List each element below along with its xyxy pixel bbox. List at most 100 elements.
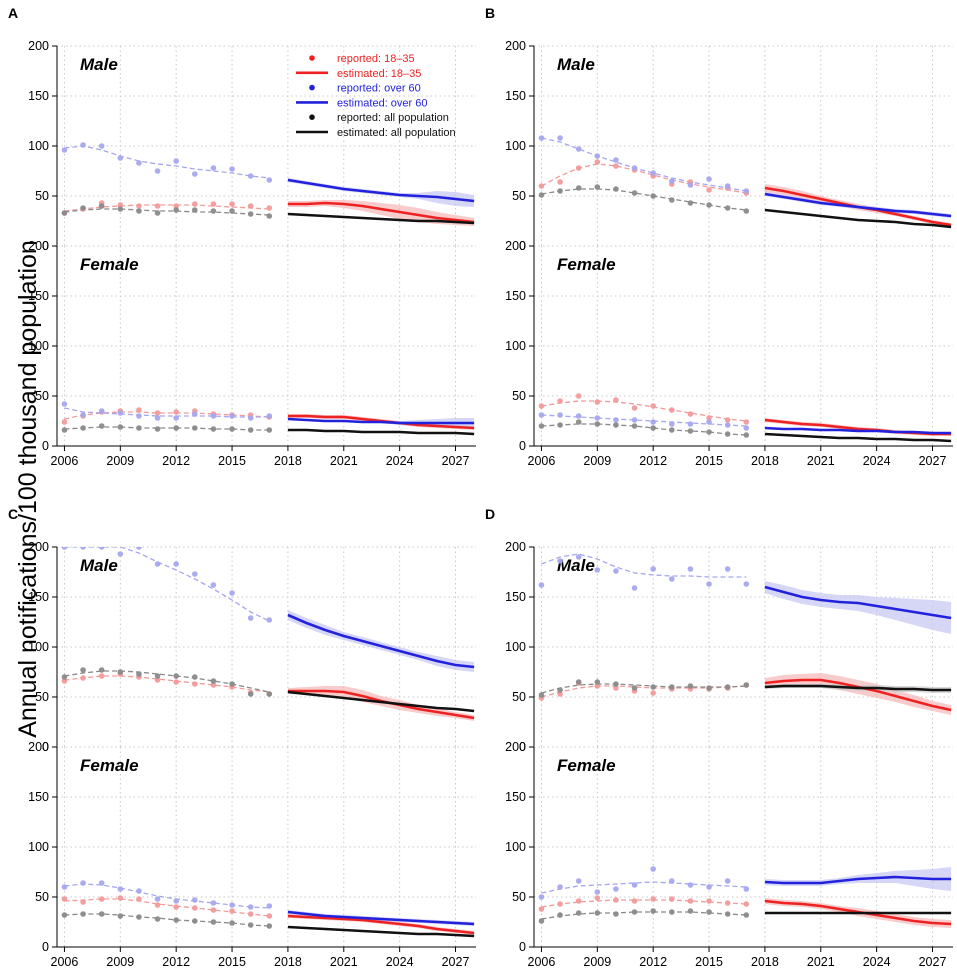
point-all [173, 673, 179, 679]
point-all [631, 685, 638, 691]
point-old [575, 146, 582, 152]
point-all [631, 190, 638, 196]
point-old [229, 590, 235, 596]
point-all [575, 910, 582, 916]
subplot-title: Female [557, 756, 616, 775]
point-young [613, 397, 619, 403]
trend-line-young [64, 411, 270, 420]
point-old [192, 411, 198, 417]
estimate-line-old [764, 426, 952, 435]
subplot-female: 0 50 100 150 200 Female 2006 2009 2012 2015 2018 20… [28, 239, 476, 468]
subplot-female: 0 50 100 150 200 Female 2006 2009 2012 2015 2018 20… [505, 239, 953, 468]
point-all [538, 692, 545, 698]
point-all [706, 909, 712, 915]
x-tick-label: 2006 [528, 454, 556, 468]
trend-line-young [64, 898, 270, 917]
point-old [538, 582, 545, 588]
point-young [117, 202, 124, 208]
point-young [687, 898, 694, 904]
point-old [61, 547, 68, 550]
subplot-title: Male [80, 55, 118, 74]
point-all [650, 684, 656, 690]
y-tick-label: 200 [505, 239, 526, 253]
point-old [538, 894, 545, 900]
x-tick-label: 2012 [639, 454, 667, 468]
plot-area [61, 142, 475, 226]
legend-label: estimated: over 60 [337, 97, 428, 109]
point-all [266, 691, 273, 697]
trend-line-young [64, 204, 270, 212]
band-young [287, 686, 475, 721]
point-all [192, 918, 198, 924]
subplot-female: 0 50 100 150 200 Female 2006 2009 2012 2015 2018 20… [505, 740, 953, 969]
y-tick-label: 150 [505, 590, 526, 604]
point-all [136, 208, 142, 214]
point-old [247, 173, 254, 179]
point-young [136, 407, 142, 413]
trend-line-young [541, 899, 747, 908]
point-old [613, 568, 619, 574]
point-old [210, 165, 217, 171]
x-tick-label: 2006 [528, 955, 556, 969]
point-old [594, 153, 601, 159]
point-old [266, 617, 273, 623]
x-tick-label: 2018 [751, 955, 779, 969]
point-young [557, 901, 563, 907]
y-tick-label: 150 [505, 790, 526, 804]
point-all [247, 427, 254, 433]
point-young [247, 203, 254, 209]
point-all [594, 184, 601, 190]
y-tick-label: 200 [28, 540, 49, 554]
point-young [557, 398, 563, 404]
x-tick-label: 2015 [218, 955, 246, 969]
point-old [631, 165, 638, 171]
point-old [724, 566, 731, 572]
point-all [136, 425, 142, 431]
point-old [743, 425, 750, 431]
point-young [210, 907, 217, 913]
point-all [80, 205, 86, 211]
point-old [650, 566, 656, 572]
x-tick-label: 2012 [162, 454, 190, 468]
point-young [650, 403, 656, 409]
point-all [557, 422, 563, 428]
point-all [706, 685, 712, 691]
point-all [687, 683, 694, 689]
point-all [594, 421, 601, 427]
point-old [724, 183, 731, 189]
point-all [266, 213, 273, 219]
point-old [154, 896, 161, 902]
point-old [192, 171, 198, 177]
point-all [117, 424, 124, 430]
y-tick-label: 150 [28, 790, 49, 804]
trend-line-young [541, 685, 747, 698]
point-old [117, 551, 124, 557]
y-tick-label: 50 [512, 690, 526, 704]
point-old [594, 889, 601, 895]
legend-label: reported: all population [337, 112, 449, 124]
band-old [764, 581, 952, 634]
point-old [210, 900, 217, 906]
trend-line-old [64, 547, 270, 622]
y-tick-label: 50 [35, 189, 49, 203]
x-tick-label: 2024 [863, 955, 891, 969]
point-old [154, 561, 161, 567]
x-tick-label: 2021 [330, 454, 358, 468]
point-young [594, 895, 601, 901]
point-old [136, 888, 142, 894]
point-young [229, 201, 235, 207]
point-old [98, 880, 105, 886]
point-old [266, 903, 273, 909]
subplot-male: 0 50 100 150 200 Male [505, 39, 953, 253]
point-all [210, 678, 217, 684]
point-old [706, 581, 712, 587]
point-all [80, 667, 86, 673]
point-old [136, 160, 142, 166]
point-young [557, 179, 563, 185]
plot-area [538, 135, 952, 229]
point-all [557, 912, 563, 918]
legend-marker-point [309, 55, 315, 61]
point-all [80, 911, 86, 917]
point-old [650, 866, 656, 872]
point-all [613, 911, 619, 917]
